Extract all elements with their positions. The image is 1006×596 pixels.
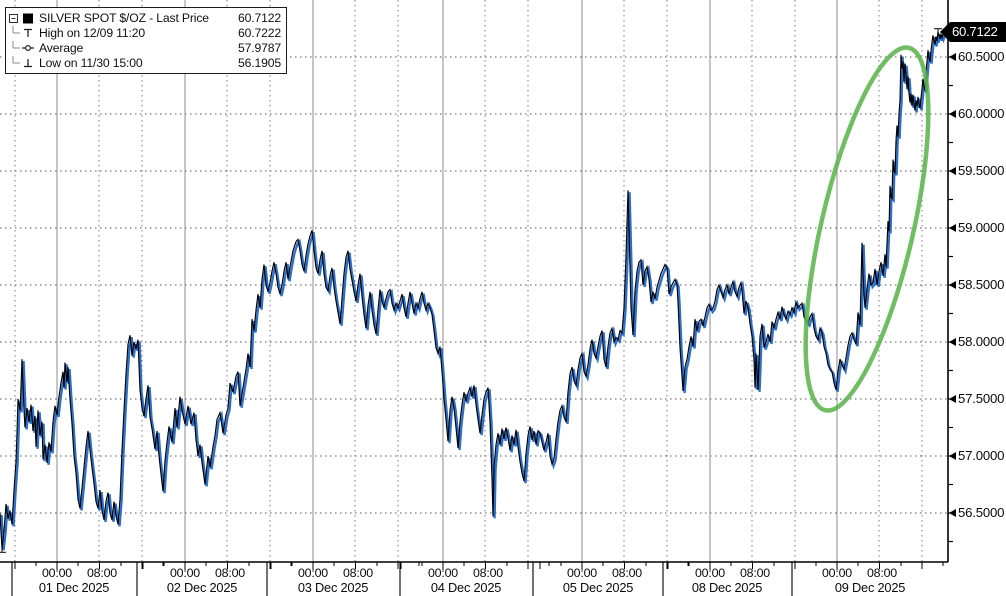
y-axis-label: 58.5000 xyxy=(958,277,1005,292)
average-marker-icon xyxy=(12,40,34,51)
y-axis-label: 59.5000 xyxy=(958,163,1005,178)
legend-row: High on 12/09 11:20 60.7222 xyxy=(9,25,281,40)
price-line xyxy=(0,31,945,549)
y-tick-pointer-icon xyxy=(949,281,956,289)
y-tick-pointer-icon xyxy=(949,338,956,346)
y-tick-pointer-icon xyxy=(949,110,956,118)
y-axis-label: 57.0000 xyxy=(958,448,1005,463)
y-axis-label: 57.5000 xyxy=(958,391,1005,406)
legend-box: SILVER SPOT $/OZ - Last Price 60.7122 High… xyxy=(5,7,287,74)
x-time-label: 00:00 xyxy=(821,566,853,580)
legend-row-value: 60.7122 xyxy=(237,10,281,25)
x-date-label: 05 Dec 2025 xyxy=(562,580,634,595)
x-time-label: 08:00 xyxy=(611,566,643,580)
legend-row-value: 56.1905 xyxy=(237,55,281,70)
x-time-label: 08:00 xyxy=(86,566,118,580)
y-tick-pointer-icon xyxy=(949,452,956,460)
y-tick-pointer-icon xyxy=(949,167,956,175)
low-point-marker xyxy=(0,545,6,553)
y-tick-pointer-icon xyxy=(949,224,956,232)
y-axis-label: 58.0000 xyxy=(958,334,1005,349)
annotation-ellipse xyxy=(803,45,931,413)
price-line-accent xyxy=(0,33,947,551)
last-price-badge: 60.7122 xyxy=(940,22,1006,42)
y-axis-label: 56.5000 xyxy=(958,505,1005,520)
y-axis-label: 60.5000 xyxy=(958,49,1005,64)
legend-row-label: Low on 11/30 15:00 xyxy=(39,55,143,70)
x-date-label: 09 Dec 2025 xyxy=(834,580,906,595)
legend-row: SILVER SPOT $/OZ - Last Price 60.7122 xyxy=(9,10,281,25)
x-time-label: 08:00 xyxy=(214,566,246,580)
x-time-label: 08:00 xyxy=(866,566,898,580)
y-axis-label: 60.0000 xyxy=(958,106,1005,121)
legend-row: Average 57.9787 xyxy=(9,40,281,55)
legend-row-label: High on 12/09 11:20 xyxy=(39,25,146,40)
legend-row: Low on 11/30 15:00 56.1905 xyxy=(9,55,281,70)
x-time-label: 08:00 xyxy=(342,566,374,580)
x-date-label: 04 Dec 2025 xyxy=(430,580,502,595)
y-tick-pointer-icon xyxy=(949,395,956,403)
x-time-label: 00:00 xyxy=(41,566,73,580)
x-time-label: 00:00 xyxy=(297,566,329,580)
x-time-label: 00:00 xyxy=(427,566,459,580)
x-date-label: 08 Dec 2025 xyxy=(691,580,763,595)
low-marker-icon xyxy=(12,55,32,67)
legend-row-value: 60.7222 xyxy=(237,25,281,40)
x-time-label: 00:00 xyxy=(694,566,726,580)
x-time-label: 08:00 xyxy=(739,566,771,580)
x-date-label: 02 Dec 2025 xyxy=(166,580,238,595)
x-time-label: 00:00 xyxy=(169,566,201,580)
legend-row-label: Average xyxy=(39,40,84,55)
x-date-label: 01 Dec 2025 xyxy=(38,580,110,595)
y-axis-label: 59.0000 xyxy=(958,220,1005,235)
high-point-marker xyxy=(934,28,942,36)
legend-row-label: SILVER SPOT $/OZ - Last Price xyxy=(39,10,209,25)
x-time-label: 08:00 xyxy=(472,566,504,580)
x-time-label: 00:00 xyxy=(566,566,598,580)
series-swatch-icon xyxy=(9,13,33,23)
legend-row-value: 57.9787 xyxy=(237,40,281,55)
y-tick-pointer-icon xyxy=(949,509,956,517)
high-marker-icon xyxy=(12,25,32,37)
x-date-label: 03 Dec 2025 xyxy=(297,580,369,595)
y-tick-pointer-icon xyxy=(949,53,956,61)
